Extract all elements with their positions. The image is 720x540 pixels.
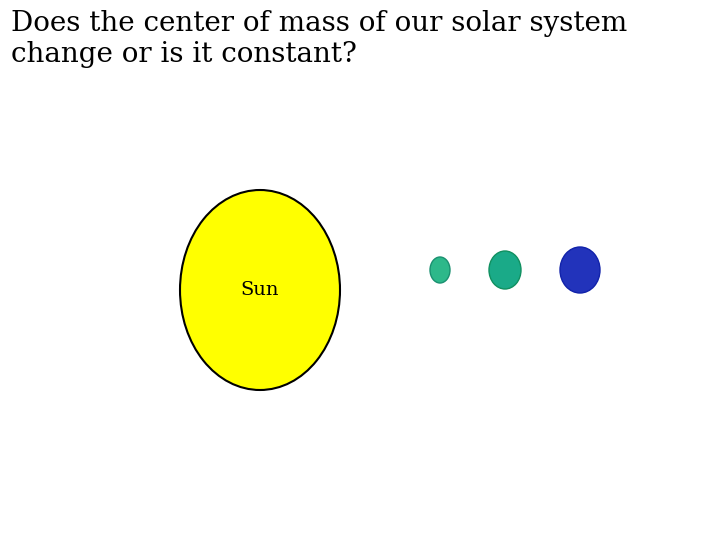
Text: Sun: Sun [240,281,279,299]
Ellipse shape [430,257,450,283]
Ellipse shape [489,251,521,289]
Ellipse shape [180,190,340,390]
Text: Does the center of mass of our solar system
change or is it constant?: Does the center of mass of our solar sys… [11,10,627,68]
Ellipse shape [560,247,600,293]
